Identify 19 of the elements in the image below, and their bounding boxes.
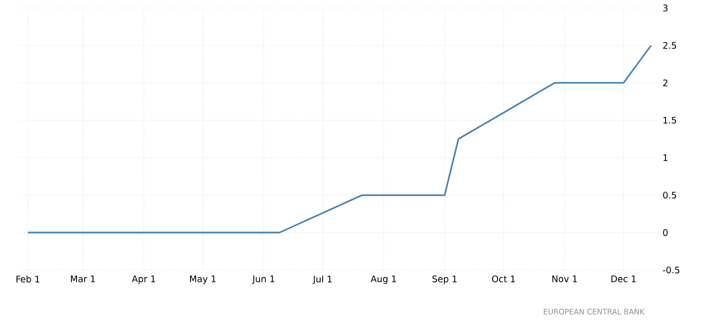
y-tick-label: 0	[663, 229, 668, 236]
y-tick-label: 2.5	[663, 42, 676, 49]
x-tick-label: Apr 1	[132, 276, 156, 284]
y-tick-label: -0.5	[662, 266, 680, 274]
y-tick-label: 1.5	[664, 116, 676, 124]
x-tick-label: Oct 1	[492, 276, 515, 282]
x-tick-label: Sep 1	[432, 276, 457, 284]
y-tick-label: 2	[663, 80, 668, 86]
y-tick-label: 1	[664, 154, 668, 161]
x-tick-label: Mar 1	[71, 276, 95, 282]
y-tick-label: 0.5	[663, 192, 676, 199]
x-tick-label: Jun 1	[252, 276, 274, 284]
x-tick-label: Feb 1	[16, 276, 40, 282]
x-tick-label: May 1	[190, 276, 216, 284]
x-tick-label: Dec 1	[611, 276, 636, 282]
x-tick-label: Aug 1	[370, 276, 396, 284]
y-tick-label: 3	[663, 4, 668, 12]
x-tick-label: Jul 1	[312, 276, 332, 284]
x-tick-label: Nov 1	[552, 276, 577, 282]
